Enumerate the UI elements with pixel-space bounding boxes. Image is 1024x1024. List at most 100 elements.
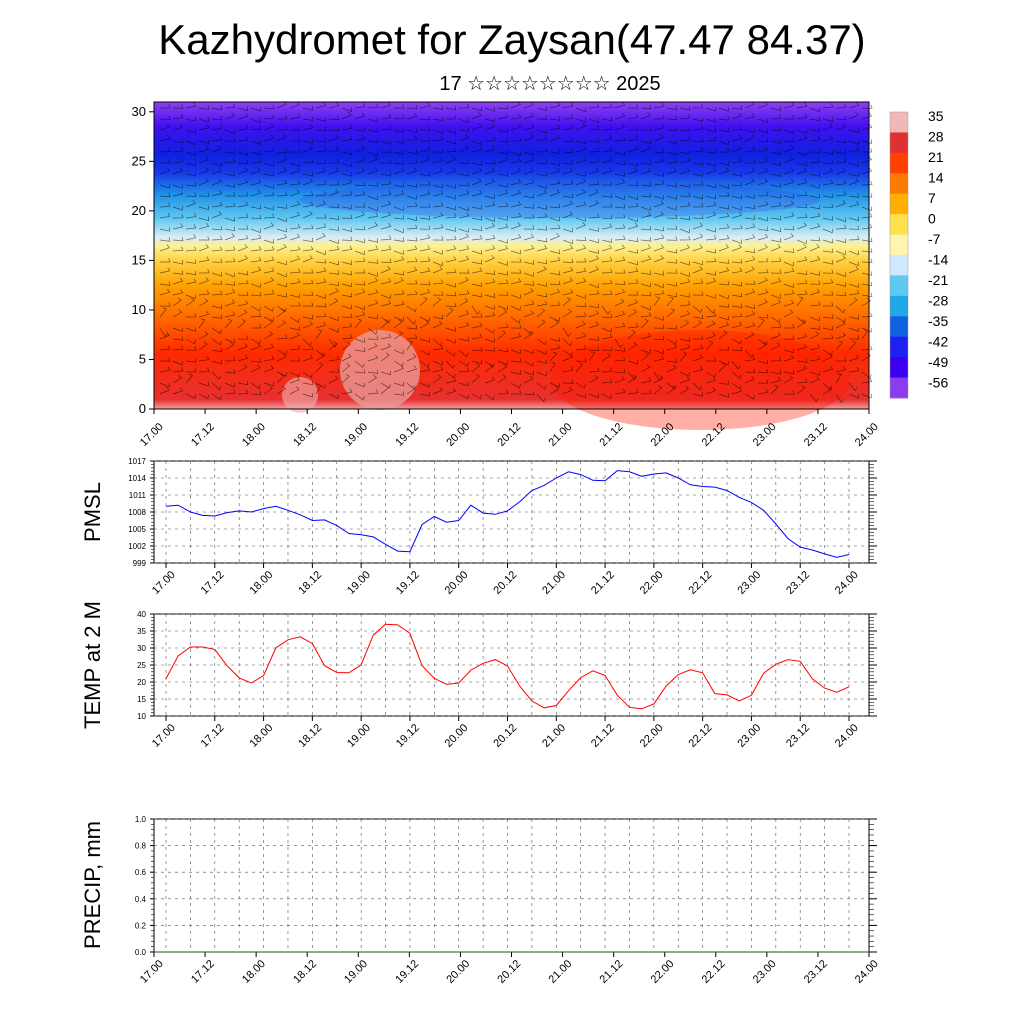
wind-barb <box>471 282 483 287</box>
wind-barb <box>315 294 326 299</box>
wind-barb <box>211 145 222 153</box>
y-axis-label: TEMP at 2 M <box>80 601 105 729</box>
wind-barb <box>224 103 236 109</box>
wind-barb <box>380 172 392 177</box>
heatmap-ytick-label: 25 <box>132 153 146 168</box>
wind-barb <box>328 126 340 132</box>
xtick-label: 20.00 <box>443 569 471 597</box>
wind-barb <box>393 365 404 373</box>
wind-barb <box>263 256 275 263</box>
wind-barb <box>719 192 730 197</box>
wind-barb <box>549 149 561 155</box>
xtick-label: 21.12 <box>589 569 617 597</box>
wind-barb <box>484 311 496 318</box>
wind-barb <box>705 271 717 276</box>
wind-barb <box>393 290 405 296</box>
wind-barb <box>835 191 847 197</box>
wind-barb <box>575 393 586 398</box>
ytick-label: 1011 <box>129 491 147 500</box>
wind-barb <box>237 279 249 285</box>
wind-barb <box>536 349 547 355</box>
wind-barb <box>406 104 418 109</box>
wind-barb <box>757 341 767 351</box>
wind-barb <box>172 246 184 252</box>
wind-barb <box>523 281 535 286</box>
wind-barb <box>835 138 847 144</box>
wind-barb <box>731 194 743 199</box>
wind-barb <box>497 291 509 296</box>
wind-barb <box>484 234 496 241</box>
wind-barb <box>263 385 274 395</box>
wind-barb <box>757 216 768 222</box>
wind-barb <box>419 245 431 252</box>
wind-barb <box>796 213 808 219</box>
wind-barb <box>653 296 661 307</box>
wind-barb <box>302 124 314 131</box>
series-line <box>165 470 850 558</box>
wind-barb <box>406 324 418 330</box>
wind-barb <box>445 268 457 274</box>
wind-barb <box>640 311 652 318</box>
wind-barb <box>302 255 313 263</box>
wind-barb <box>367 335 379 340</box>
wind-barb <box>666 249 678 254</box>
wind-barb <box>835 115 847 120</box>
xtick-label: 21.00 <box>540 722 568 750</box>
wind-barb <box>588 147 600 153</box>
wind-barb <box>601 313 613 318</box>
wind-barb <box>744 158 756 164</box>
wind-barb <box>679 215 691 221</box>
wind-barb <box>276 373 285 384</box>
wind-barb <box>666 292 678 298</box>
wind-barb <box>159 237 171 242</box>
wind-barb <box>367 103 379 109</box>
wind-barb <box>679 202 691 208</box>
wind-barb <box>406 113 418 120</box>
wind-barb <box>705 371 716 378</box>
wind-barb <box>549 224 561 230</box>
wind-barb <box>341 292 353 298</box>
wind-barb <box>276 149 288 154</box>
wind-barb <box>523 349 534 354</box>
wind-barb <box>653 255 664 263</box>
wind-barb <box>653 375 664 384</box>
wind-barb <box>302 393 313 398</box>
wind-barb <box>276 227 287 233</box>
wind-barb <box>198 139 210 145</box>
wind-barb <box>757 233 769 241</box>
wind-barb <box>809 301 821 307</box>
wind-barb <box>731 371 742 379</box>
wind-barb <box>731 346 743 352</box>
wind-barb <box>796 256 808 263</box>
wind-barb <box>601 257 613 263</box>
wind-barb <box>705 320 716 329</box>
wind-barb <box>172 270 184 275</box>
wind-barb <box>549 256 561 263</box>
wind-barb <box>484 194 496 199</box>
wind-barb <box>354 250 365 256</box>
wind-barb <box>679 261 690 266</box>
wind-barb <box>523 156 535 164</box>
wind-barb <box>679 106 691 111</box>
wind-barb <box>393 381 404 387</box>
wind-barb <box>276 191 288 197</box>
wind-barb <box>809 107 820 113</box>
wind-barb <box>302 291 314 296</box>
wind-barb <box>198 167 209 175</box>
wind-barb <box>848 193 860 198</box>
wind-barb <box>380 300 392 307</box>
wind-barb <box>224 171 236 177</box>
xtick-label: 19.12 <box>394 569 422 597</box>
wind-barb <box>627 309 638 318</box>
wind-barb <box>289 180 301 186</box>
wind-barb <box>783 390 795 395</box>
wind-barb <box>822 291 834 296</box>
ytick-label: 0.6 <box>135 868 147 877</box>
wind-barb <box>848 162 859 167</box>
wind-barb <box>835 340 843 351</box>
wind-barb <box>705 357 717 362</box>
wind-barb <box>770 323 782 329</box>
wind-barb <box>471 322 483 329</box>
wind-barb <box>861 180 873 186</box>
wind-barb <box>354 257 366 263</box>
